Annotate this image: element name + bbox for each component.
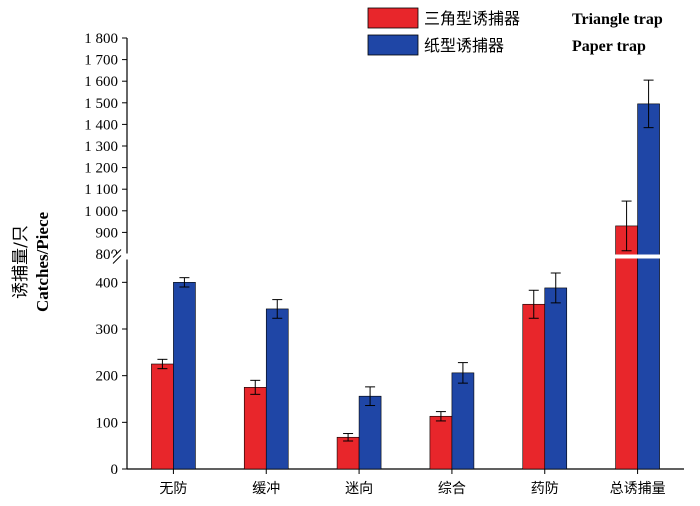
y-tick-label: 200 [96,369,119,385]
y-tick-label: 1 800 [84,31,118,47]
bar-paper [451,372,475,470]
y-tick-label: 100 [96,415,119,431]
bar-paper [358,395,382,470]
y-tick-label: 400 [96,275,119,291]
legend-label-triangle-cn: 三角型诱捕器 [424,9,520,28]
x-tick-label: 缓冲 [252,481,280,497]
y-tick-label: 1 200 [84,161,118,177]
bar-triangle [151,363,174,470]
legend-swatch-triangle [367,7,419,29]
legend: 三角型诱捕器 Triangle trap 纸型诱捕器 Paper trap [367,7,663,56]
y-axis-title-cn: 诱捕量/只 [11,225,31,299]
bar-triangle [429,415,453,470]
axis-break-gap [111,253,133,260]
legend-label-paper-cn: 纸型诱捕器 [424,36,504,55]
bar-triangle [615,225,638,470]
axis-break-stripe [128,254,685,259]
y-tick-label: 1 700 [84,53,118,69]
y-tick-label: 1 500 [84,96,118,112]
y-tick-label: 1 600 [84,74,118,90]
x-tick-label: 药防 [531,481,559,497]
x-tick-label: 总诱捕量 [610,481,666,497]
axis-break-mark [112,255,122,264]
y-axis-title: 诱捕量/只 [11,225,31,299]
legend-swatch-paper [367,34,419,56]
y-axis-title-en: Catches/Piece [33,212,52,313]
bar-paper [637,103,660,470]
y-tick-label: 0 [111,462,119,478]
legend-label-paper-en: Paper trap [572,38,646,55]
x-tick-label: 迷向 [345,481,373,497]
bar-triangle [336,436,360,470]
bar-paper [544,287,568,470]
y-tick-label: 300 [96,322,119,338]
x-tick-label: 综合 [438,481,466,497]
y-tick-label: 1 100 [84,182,118,198]
bar-triangle [522,303,546,470]
y-tick-label: 1 300 [84,139,118,155]
bar-triangle [243,387,267,470]
y-tick-label: 1 000 [84,204,118,220]
y-tick-label: 1 400 [84,117,118,133]
axis-break-mark [112,249,122,258]
legend-label-triangle-en: Triangle trap [572,11,663,28]
bar-paper [173,282,196,470]
x-tick-label: 无防 [159,481,187,497]
y-tick-label: 900 [96,225,119,241]
bar-paper [265,308,289,470]
